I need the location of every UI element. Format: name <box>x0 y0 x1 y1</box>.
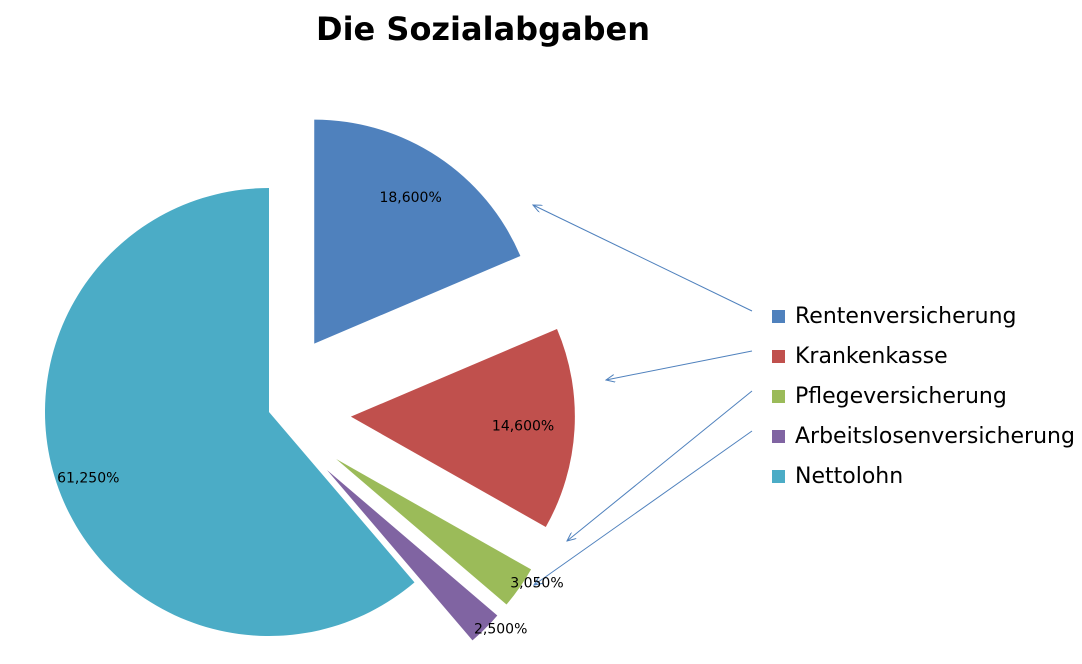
legend-label: Rentenversicherung <box>795 303 1017 329</box>
data-labels: 18,600% 14,600% 3,050% 2,500% 61,250% <box>57 190 564 638</box>
pie-slice-arbeitslosenversicherung <box>326 469 498 641</box>
legend-label: Nettolohn <box>795 463 904 489</box>
leader-arrow-arbeitslosenversicherung <box>534 430 753 585</box>
pie-slice-rentenversicherung <box>314 119 521 344</box>
data-label-rentenversicherung: 18,600% <box>379 190 441 206</box>
legend-label: Krankenkasse <box>795 343 948 369</box>
legend-swatch <box>772 349 785 363</box>
pie-slices <box>45 119 575 641</box>
legend: Rentenversicherung Krankenkasse Pflegevers… <box>772 296 1075 496</box>
leader-arrow-rentenversicherung <box>533 205 753 312</box>
data-label-krankenkasse: 14,600% <box>492 418 554 434</box>
pie-slice-pflegeversicherung <box>336 459 532 605</box>
legend-item-pflegeversicherung: Pflegeversicherung <box>772 376 1075 416</box>
data-label-pflegeversicherung: 3,050% <box>510 575 563 591</box>
data-label-nettolohn: 61,250% <box>57 471 119 487</box>
legend-swatch <box>772 469 785 483</box>
leader-lines <box>533 205 753 585</box>
legend-label: Pflegeversicherung <box>795 383 1007 409</box>
legend-swatch <box>772 429 785 443</box>
pie-slice-nettolohn <box>45 188 415 636</box>
legend-label: Arbeitslosenversicherung <box>795 423 1075 449</box>
legend-swatch <box>772 309 785 323</box>
pie-slice-krankenkasse <box>350 328 575 528</box>
legend-item-krankenkasse: Krankenkasse <box>772 336 1075 376</box>
leader-arrow-pflegeversicherung <box>567 390 753 541</box>
legend-swatch <box>772 389 785 403</box>
legend-item-nettolohn: Nettolohn <box>772 456 1075 496</box>
data-label-arbeitslosenversicherung: 2,500% <box>474 622 527 638</box>
chart-title: Die Sozialabgaben <box>316 10 650 48</box>
legend-item-arbeitslosenversicherung: Arbeitslosenversicherung <box>772 416 1075 456</box>
leader-arrow-krankenkasse <box>606 350 753 380</box>
legend-item-rentenversicherung: Rentenversicherung <box>772 296 1075 336</box>
